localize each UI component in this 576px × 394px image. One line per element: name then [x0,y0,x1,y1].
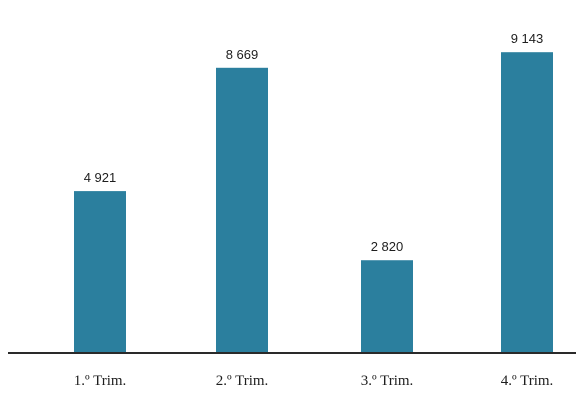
bar-value-label-4: 9 143 [511,31,544,46]
bar-4 [501,52,553,353]
bars-layer [74,52,553,353]
bar-value-label-1: 4 921 [84,170,117,185]
x-tick-label-3: 3.º Trim. [361,373,414,389]
x-tick-label-2: 2.º Trim. [216,373,269,389]
bar-2 [216,67,268,353]
x-tick-label-4: 4.º Trim. [501,373,554,389]
bar-value-label-2: 8 669 [226,47,259,62]
bar-value-label-3: 2 820 [371,239,404,254]
value-labels-layer: 4 921 8 669 2 820 9 143 [84,31,544,254]
x-tick-labels-layer: 1.º Trim. 2.º Trim. 3.º Trim. 4.º Trim. [74,373,554,389]
x-tick-label-1: 1.º Trim. [74,373,127,389]
bar-3 [361,260,413,353]
bar-1 [74,191,126,353]
